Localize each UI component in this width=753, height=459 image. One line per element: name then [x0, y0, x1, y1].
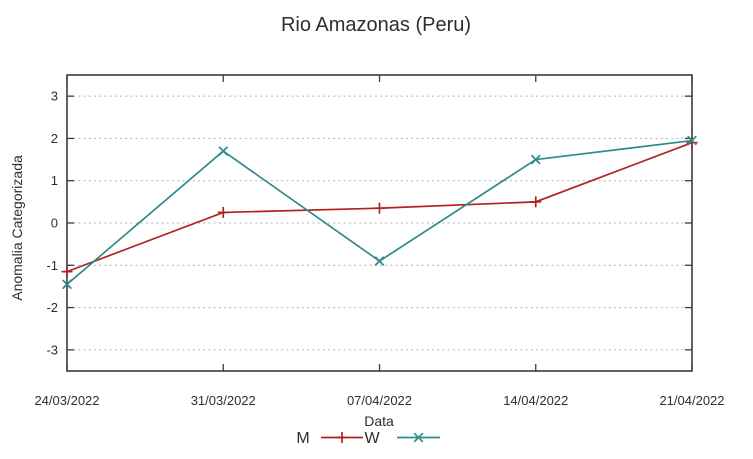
marker-cross — [374, 256, 385, 266]
grid-and-ticks-layer: -3 -2 -1 0 1 2 3 24/03/2022 31/03/2022 07/04/2022… — [34, 75, 725, 408]
x-tick-label: 21/04/2022 — [659, 393, 724, 408]
marker-cross — [413, 432, 424, 443]
y-tick-label: -3 — [46, 342, 58, 357]
marker-cross — [218, 146, 229, 157]
y-tick-label: -1 — [46, 258, 58, 273]
y-tick-label: -2 — [46, 300, 58, 315]
x-tick-label: 31/03/2022 — [191, 393, 256, 408]
y-tick-label: 2 — [51, 131, 58, 146]
x-tick-label: 14/04/2022 — [503, 393, 568, 408]
x-axis-label: Data — [364, 413, 394, 429]
marker-cross — [530, 154, 541, 165]
plot-border — [66, 74, 693, 372]
y-tick-label: 3 — [51, 89, 58, 104]
x-tick-label: 24/03/2022 — [34, 393, 99, 408]
marker-cross — [62, 279, 72, 290]
y-tick-label: 1 — [51, 173, 58, 188]
legend-label-w: W — [364, 430, 380, 447]
y-tick-label: 0 — [51, 216, 58, 231]
marker-cross — [687, 135, 697, 146]
series-layer — [61, 74, 698, 443]
chart-title: Rio Amazonas (Peru) — [281, 14, 471, 36]
y-axis-label: Anomalia Categorizada — [9, 155, 25, 301]
legend-label-m: M — [296, 430, 309, 447]
x-tick-label: 07/04/2022 — [347, 393, 412, 408]
